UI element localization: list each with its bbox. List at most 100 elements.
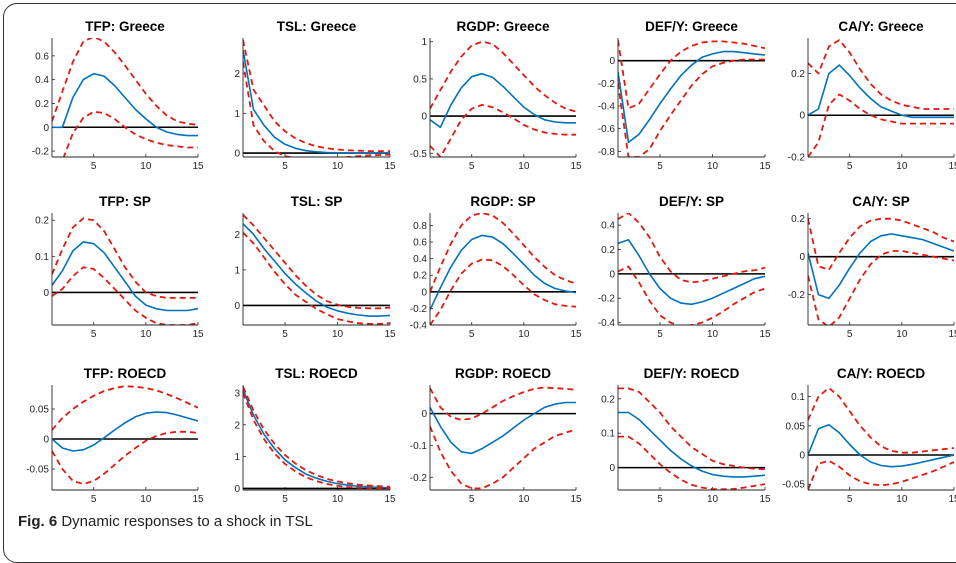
x-tick-label: 10: [896, 161, 908, 172]
y-tick-label: 0: [43, 123, 49, 134]
y-tick-label: 0: [799, 252, 805, 263]
x-tick-label: 15: [948, 329, 956, 340]
x-tick-label: 10: [518, 161, 530, 172]
plot-area: [430, 40, 576, 157]
x-tick-label: 5: [657, 161, 663, 172]
x-tick-label: 15: [384, 494, 396, 505]
panel-11: TSL: ROECD 0 1 2 3 5 10 15: [234, 366, 396, 505]
plot-area: [618, 40, 765, 157]
y-tick-label: 2: [234, 230, 240, 241]
y-tick-label: 0: [234, 484, 240, 495]
response-line: [808, 64, 954, 119]
x-tick-label: 5: [657, 494, 663, 505]
y-tick-label: 2: [234, 420, 240, 431]
y-tick-label: 0.05: [30, 405, 50, 416]
y-tick-label: 2: [234, 69, 240, 80]
panel-title: CA/Y: Greece: [838, 19, 924, 34]
y-tick-label: 0: [234, 301, 240, 312]
panel-title: DEF/Y: ROECD: [644, 366, 740, 381]
y-tick-label: 0.2: [601, 394, 615, 405]
response-line: [430, 72, 576, 129]
panel-title: CA/Y: SP: [852, 194, 910, 209]
y-tick-label: 0.05: [786, 421, 806, 432]
plot-area: [808, 217, 954, 325]
plot-area: [808, 39, 954, 157]
y-tick-label: 1: [234, 452, 240, 463]
y-tick-label: 0: [43, 288, 49, 299]
confidence-band-lower: [808, 459, 954, 490]
x-tick-label: 10: [707, 494, 719, 505]
y-tick-label: -0.4: [410, 321, 428, 332]
confidence-band-upper: [808, 386, 954, 454]
y-tick-label: 0.2: [601, 245, 615, 256]
confidence-band-upper: [243, 39, 390, 153]
y-tick-label: 1: [234, 109, 240, 120]
confidence-band-lower: [243, 231, 390, 325]
y-tick-label: -0.4: [598, 318, 616, 329]
x-tick-label: 5: [91, 161, 97, 172]
x-tick-label: 5: [847, 494, 853, 505]
x-tick-label: 10: [707, 329, 719, 340]
x-tick-label: 10: [140, 494, 152, 505]
x-tick-label: 10: [896, 329, 908, 340]
x-tick-label: 10: [140, 329, 152, 340]
x-tick-label: 15: [192, 329, 204, 340]
y-tick-label: -0.2: [32, 147, 50, 158]
panel-title: RGDP: SP: [470, 194, 535, 209]
y-tick-label: 1: [421, 37, 427, 48]
x-tick-label: 15: [192, 161, 204, 172]
confidence-band-upper: [52, 38, 198, 126]
confidence-band-lower: [243, 392, 390, 490]
y-tick-label: 0.4: [35, 75, 49, 86]
y-tick-label: 0.2: [35, 99, 49, 110]
panel-8: DEF/Y: SP -0.4 -0.2 0 0.2 0.4 5 10 15: [598, 194, 771, 340]
y-tick-label: 0.4: [601, 221, 615, 232]
confidence-band-upper: [243, 214, 390, 310]
caption-label: Fig. 6: [18, 513, 58, 530]
y-tick-label: 0: [421, 409, 427, 420]
panel-title: TSL: SP: [291, 194, 343, 209]
caption-text: Dynamic responses to a shock in TSL: [61, 513, 313, 530]
confidence-band-upper: [430, 40, 576, 113]
x-tick-label: 15: [948, 494, 956, 505]
y-tick-label: 0: [799, 111, 805, 122]
y-tick-label: -0.2: [410, 473, 428, 484]
response-line: [618, 50, 765, 144]
x-tick-label: 10: [707, 161, 719, 172]
panel-9: CA/Y: SP -0.2 0 0.2 5 10 15: [788, 194, 956, 340]
x-tick-label: 10: [140, 161, 152, 172]
x-tick-label: 15: [384, 329, 396, 340]
panel-title: TSL: ROECD: [275, 366, 358, 381]
confidence-band-upper: [618, 40, 765, 110]
x-tick-label: 10: [332, 329, 344, 340]
figure-caption: Fig. 6 Dynamic responses to a shock in T…: [18, 513, 313, 530]
panel-4: CA/Y: Greece -0.2 0 0.2 5 10 15: [788, 19, 956, 172]
x-tick-label: 15: [570, 494, 582, 505]
response-line: [808, 423, 954, 468]
y-tick-label: 0: [421, 112, 427, 123]
x-tick-label: 5: [847, 329, 853, 340]
y-tick-label: 0.2: [35, 216, 49, 227]
y-tick-label: 0: [421, 287, 427, 298]
confidence-band-lower: [52, 430, 198, 485]
y-tick-label: -0.2: [410, 304, 428, 315]
x-tick-label: 15: [948, 161, 956, 172]
x-tick-label: 15: [759, 329, 771, 340]
panel-14: CA/Y: ROECD -0.05 0 0.05 0.1 5 10 15: [782, 366, 956, 505]
y-tick-label: -0.5: [410, 149, 428, 160]
y-tick-label: 0.8: [413, 221, 427, 232]
x-tick-label: 15: [192, 494, 204, 505]
y-tick-label: 0.1: [35, 252, 49, 263]
x-tick-label: 10: [518, 494, 530, 505]
plot-area: [243, 39, 390, 157]
y-tick-label: 0: [609, 269, 615, 280]
y-tick-label: 0: [234, 149, 240, 160]
panel-title: TFP: Greece: [85, 19, 165, 34]
panel-1: TSL: Greece 0 1 2 5 10 15: [234, 19, 396, 172]
plot-area: [430, 386, 576, 490]
response-line: [430, 401, 576, 455]
confidence-band-lower: [52, 266, 198, 325]
x-tick-label: 5: [469, 161, 475, 172]
response-line: [808, 233, 954, 300]
x-tick-label: 5: [91, 329, 97, 340]
